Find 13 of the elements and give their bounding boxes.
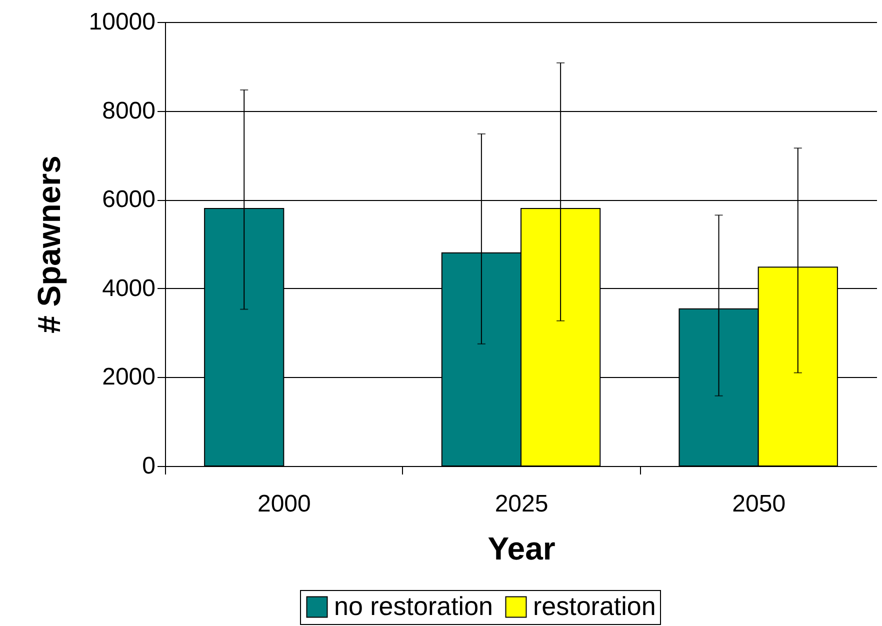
y-tick-label: 2000: [102, 364, 156, 391]
y-tick-label: 4000: [102, 274, 156, 302]
y-axis-title: # Spawners: [30, 156, 67, 334]
legend-label: no restoration: [334, 591, 493, 621]
x-tick-label: 2000: [257, 490, 311, 518]
x-axis-title: Year: [488, 530, 556, 566]
y-tick-label: 10000: [88, 8, 156, 36]
x-tick-label: 2025: [494, 490, 548, 518]
y-tick-label: 6000: [102, 186, 156, 214]
legend-label: restoration: [533, 591, 656, 621]
y-tick-label: 0: [142, 452, 156, 480]
y-tick-label: 8000: [102, 97, 156, 124]
x-tick-label: 2050: [732, 490, 786, 518]
